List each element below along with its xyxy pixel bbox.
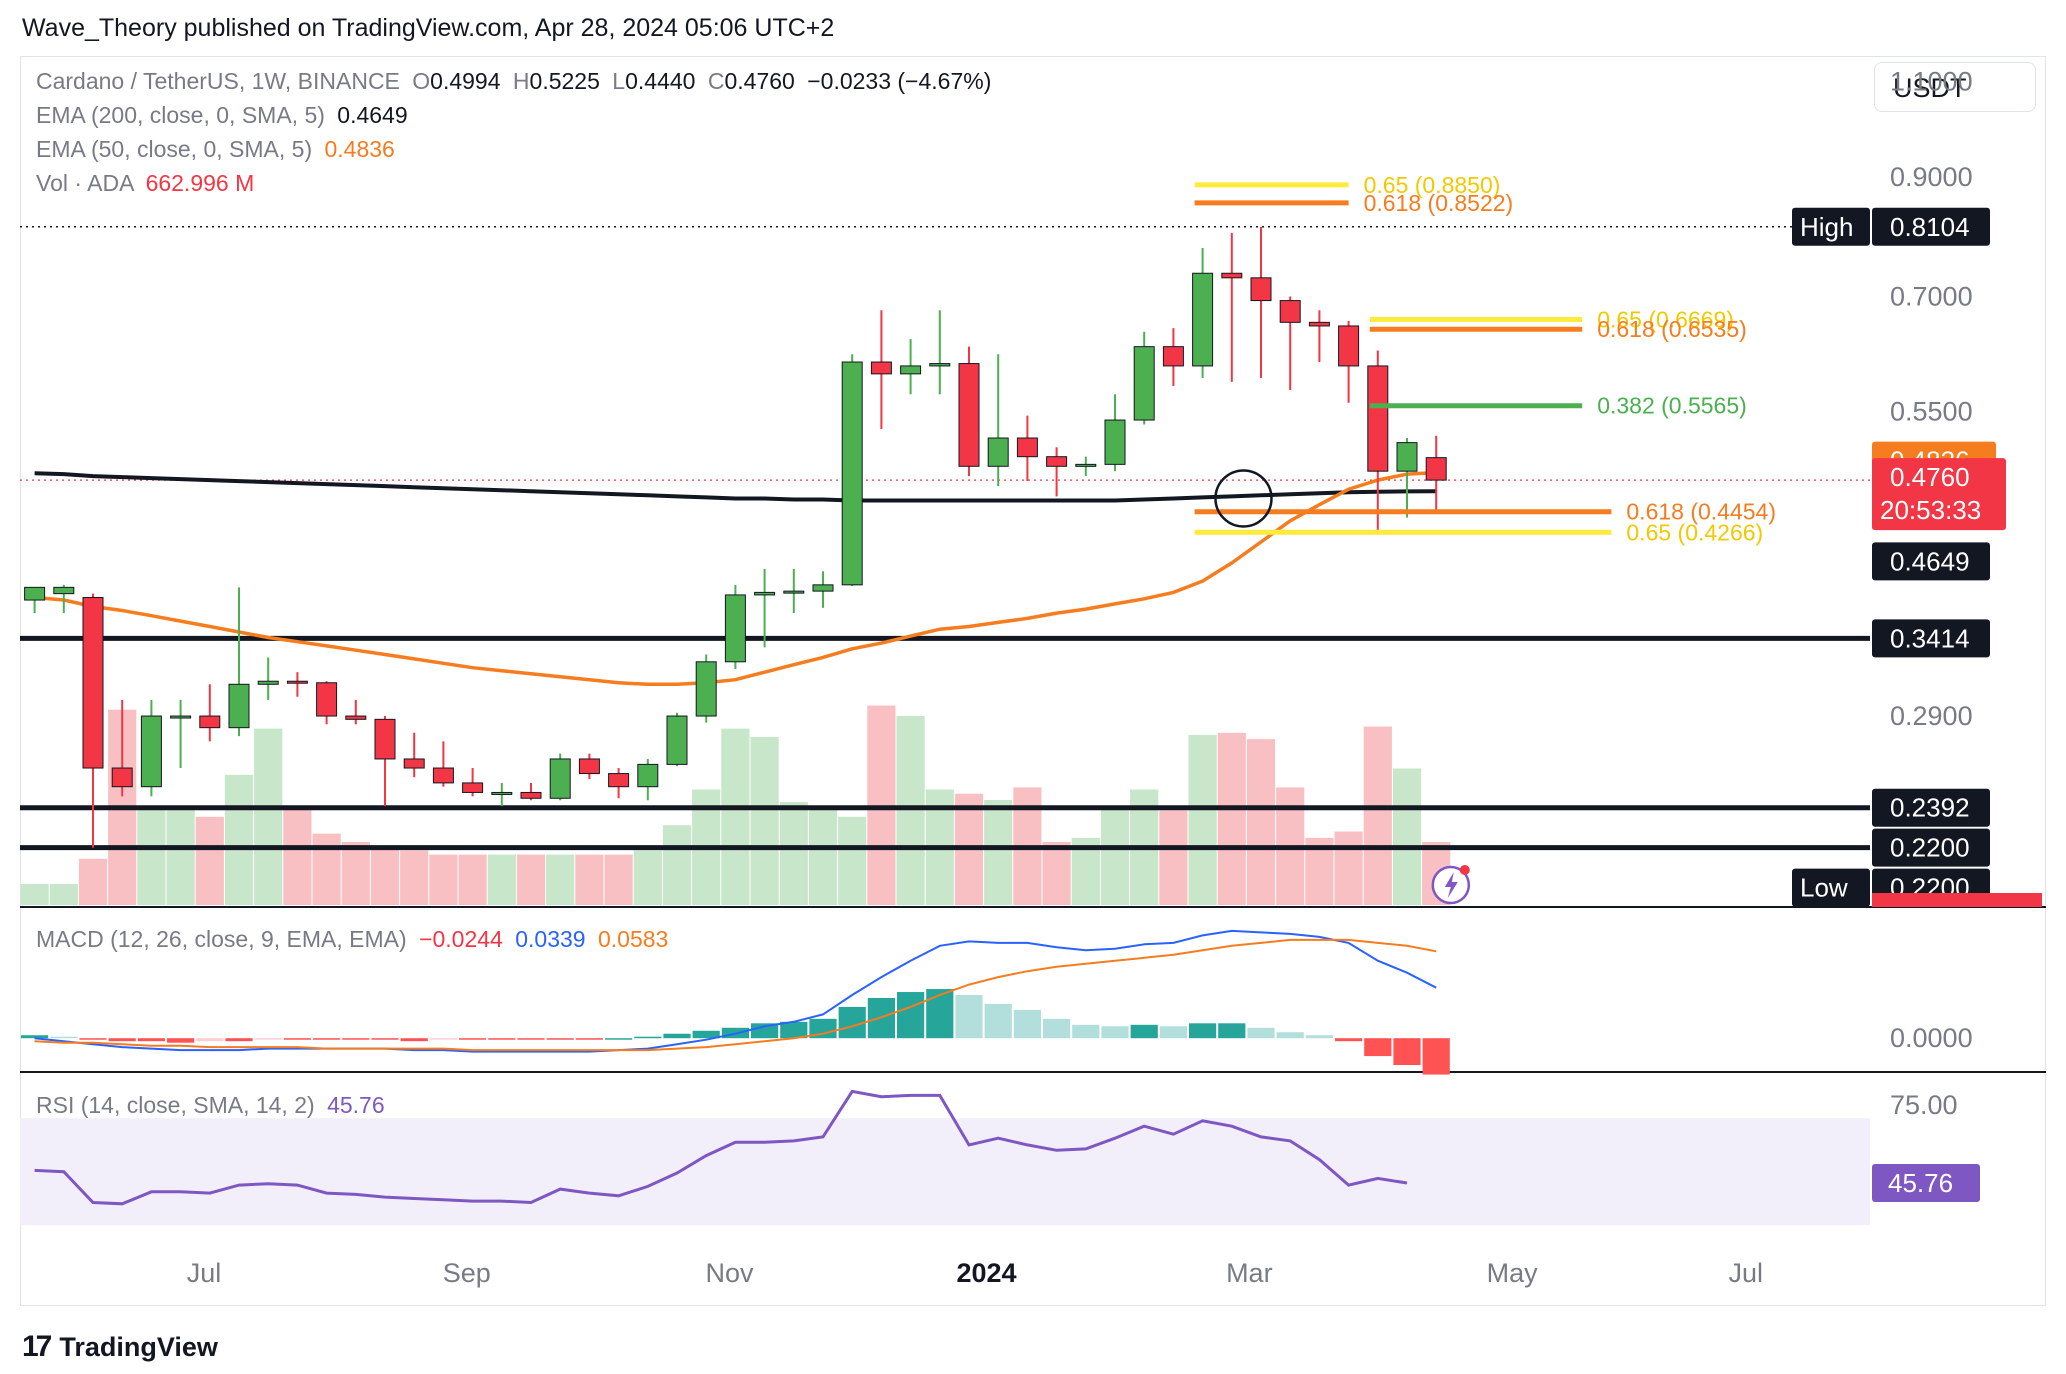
rsi-label: RSI (14, close, SMA, 14, 2)	[36, 1092, 315, 1118]
ema200-label: EMA (200, close, 0, SMA, 5)	[36, 102, 325, 128]
volume-value: 662.996 M	[145, 170, 255, 196]
publisher-line: Wave_Theory published on TradingView.com…	[22, 14, 835, 42]
low-label: L	[612, 68, 626, 94]
macd-line-value: 0.0339	[515, 926, 586, 952]
macd-legend[interactable]: MACD (12, 26, close, 9, EMA, EMA) −0.024…	[36, 926, 668, 953]
close-value: 0.4760	[724, 68, 795, 94]
tradingview-logo-icon: 17	[22, 1330, 52, 1363]
volume-label: Vol · ADA	[36, 170, 134, 196]
close-label: C	[707, 68, 725, 94]
macd-label: MACD (12, 26, close, 9, EMA, EMA)	[36, 926, 407, 952]
ema50-label: EMA (50, close, 0, SMA, 5)	[36, 136, 313, 162]
macd-hist-value: −0.0244	[419, 926, 503, 952]
low-value: 0.4440	[625, 68, 696, 94]
ema200-value: 0.4649	[337, 102, 408, 128]
tradingview-logo-text: TradingView	[59, 1331, 218, 1362]
symbol-label[interactable]: Cardano / TetherUS, 1W, BINANCE	[36, 68, 400, 94]
ema50-legend[interactable]: EMA (50, close, 0, SMA, 5) 0.4836	[36, 136, 395, 163]
rsi-legend[interactable]: RSI (14, close, SMA, 14, 2) 45.76	[36, 1092, 385, 1119]
ohlc-legend: Cardano / TetherUS, 1W, BINANCE O0.4994 …	[36, 68, 991, 95]
open-label: O	[412, 68, 431, 94]
change-value: −0.0233 (−4.67%)	[807, 68, 992, 94]
macd-signal-value: 0.0583	[597, 926, 669, 952]
chart-frame	[20, 56, 2046, 1306]
tradingview-logo[interactable]: 17 TradingView	[22, 1330, 218, 1364]
rsi-value: 45.76	[327, 1092, 385, 1118]
ema200-legend[interactable]: EMA (200, close, 0, SMA, 5) 0.4649	[36, 102, 408, 129]
ema50-value: 0.4836	[324, 136, 395, 162]
currency-selector[interactable]: USDT	[1874, 62, 2036, 112]
high-value: 0.5225	[529, 68, 600, 94]
volume-legend[interactable]: Vol · ADA 662.996 M	[36, 170, 254, 197]
open-value: 0.4994	[430, 68, 501, 94]
high-label: H	[512, 68, 530, 94]
